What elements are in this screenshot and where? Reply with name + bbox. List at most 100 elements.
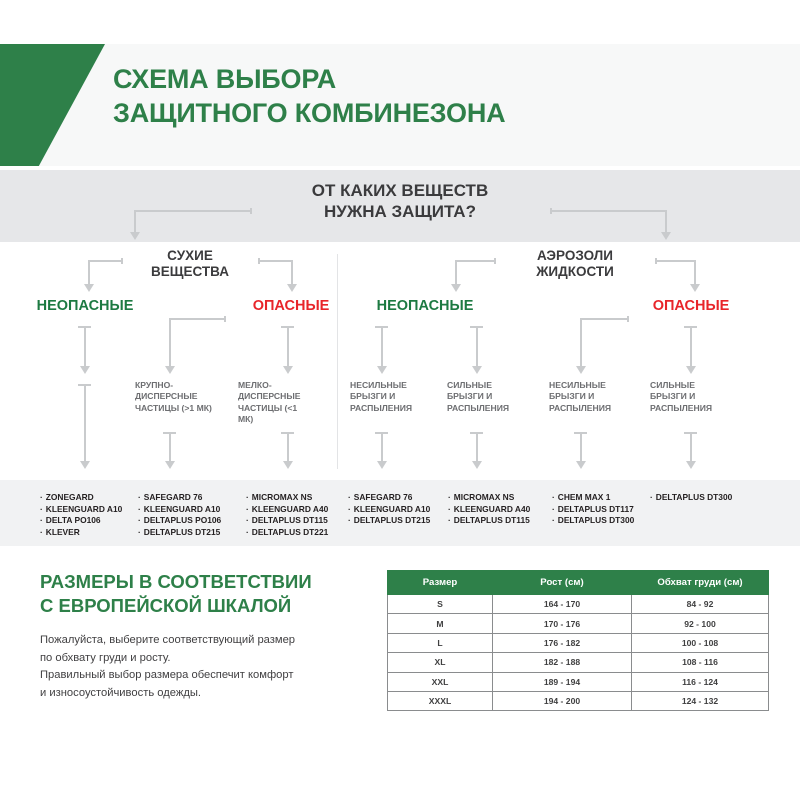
descriptor-line: НЕСИЛЬНЫЕ [549, 380, 606, 390]
level-aer-safe: НЕОПАСНЫЕ [376, 298, 474, 314]
size-cell: XL [387, 652, 493, 673]
connector-aer-danger-v [694, 260, 696, 286]
title-line-2: ЗАЩИТНОГО КОМБИНЕЗОНА [113, 98, 506, 128]
descriptor-light-spray-aer-safe: НЕСИЛЬНЫЕ БРЫЗГИ И РАСПЫЛЕНИЯ [350, 380, 438, 414]
sizes-section: РАЗМЕРЫ В СООТВЕТСТВИИ С ЕВРОПЕЙСКОЙ ШКА… [0, 546, 800, 800]
product-item: DELTAPLUS DT300 [552, 515, 634, 527]
connector-dry-danger-h [258, 260, 292, 262]
connector-root-left-v [134, 210, 136, 234]
connector-prod-2-arrow [165, 461, 175, 469]
connector-drydanger-drop-v [287, 326, 289, 368]
connector-aerdanger-drop-arrow [686, 366, 696, 374]
category-dry: СУХИЕ ВЕЩЕСТВА [128, 248, 252, 280]
product-list-2: SAFEGARD 76 KLEENGUARD A10 DELTAPLUS PO1… [138, 492, 221, 538]
connector-prod-6-v [580, 432, 582, 464]
connector-prod-6-arrow [576, 461, 586, 469]
connector-drysafe-drop-v [84, 326, 86, 368]
connector-root-right-arrow [661, 232, 671, 240]
product-list-1: ZONEGARD KLEENGUARD A10 DELTA PO106 KLEV… [40, 492, 122, 538]
connector-aersafe-drop-arrow [377, 366, 387, 374]
connector-prod-1-arrow [80, 461, 90, 469]
root-question: ОТ КАКИХ ВЕЩЕСТВ НУЖНА ЗАЩИТА? [0, 180, 800, 222]
size-col-header-size: Размер [387, 570, 493, 595]
descriptor-line: КРУПНО- [135, 380, 174, 390]
chest-cell: 100 - 108 [631, 632, 769, 654]
connector-prod-5-v [476, 432, 478, 464]
connector-prod-3-tick [281, 432, 294, 434]
size-col-header-height: Рост (см) [492, 570, 632, 595]
title-line-1: СХЕМА ВЫБОРА [113, 64, 337, 94]
descriptor-line: ЧАСТИЦЫ (<1 [238, 402, 298, 413]
descriptor-line: РАСПЫЛЕНИЯ [549, 402, 612, 413]
product-column-7: DELTAPLUS DT300 [650, 492, 732, 504]
product-item: MICROMAX NS [448, 492, 530, 504]
connector-prod-7-v [690, 432, 692, 464]
connector-aersafe-drop2-arrow [472, 366, 482, 374]
connector-drydanger-left-arrow [165, 366, 175, 374]
size-cell: S [387, 593, 493, 615]
connector-aer-safe-h [455, 260, 495, 262]
descriptor-strong-spray-aer-danger: СИЛЬНЫЕ БРЫЗГИ И РАСПЫЛЕНИЯ [650, 380, 738, 414]
connector-drydanger-left-h [169, 318, 225, 320]
descriptor-coarse-particles: КРУПНО- ДИСПЕРСНЫЕ ЧАСТИЦЫ (>1 МК) [135, 380, 231, 414]
connector-aerdanger-left-tick [627, 316, 629, 322]
table-row: M 170 - 176 92 - 100 [387, 613, 769, 634]
size-cell: XXXL [387, 690, 493, 712]
connector-dry-safe-tick [121, 258, 123, 264]
category-dry-line-2: ВЕЩЕСТВА [150, 264, 229, 279]
product-item: MICROMAX NS [246, 492, 328, 504]
connector-aerdanger-drop-tick [684, 326, 697, 328]
connector-aersafe-drop2-tick [470, 326, 483, 328]
connector-prod-3-v [287, 432, 289, 464]
connector-prod-4-arrow [377, 461, 387, 469]
height-cell: 189 - 194 [492, 671, 632, 692]
green-wedge-decoration [0, 44, 105, 166]
table-row: S 164 - 170 84 - 92 [387, 593, 769, 615]
descriptor-line: РАСПЫЛЕНИЯ [447, 402, 510, 413]
descriptor-line: БРЫЗГИ И [549, 391, 595, 402]
size-table-body: S 164 - 170 84 - 92 M 170 - 176 92 - 100… [387, 593, 769, 712]
connector-aersafe-drop-tick [375, 326, 388, 328]
product-item: SAFEGARD 76 [138, 492, 221, 504]
category-dry-line-1: СУХИЕ [167, 248, 213, 263]
product-list-4: SAFEGARD 76 KLEENGUARD A10 DELTAPLUS DT2… [348, 492, 430, 527]
connector-aerdanger-drop-v [690, 326, 692, 368]
descriptor-line: БРЫЗГИ И [447, 391, 493, 402]
descriptor-strong-spray-aer-safe: СИЛЬНЫЕ БРЫЗГИ И РАСПЫЛЕНИЯ [447, 380, 535, 414]
product-column-6: CHEM MAX 1 DELTAPLUS DT117 DELTAPLUS DT3… [552, 492, 634, 527]
connector-prod-3-arrow [283, 461, 293, 469]
height-cell: 176 - 182 [492, 632, 632, 654]
height-cell: 170 - 176 [492, 613, 632, 634]
header-banner: СХЕМА ВЫБОРА ЗАЩИТНОГО КОМБИНЕЗОНА [0, 44, 800, 166]
connector-dry-safe-h [88, 260, 122, 262]
connector-root-left-h [134, 210, 250, 212]
connector-aer-safe-arrow [451, 284, 461, 292]
product-item: DELTAPLUS DT300 [650, 492, 732, 504]
product-item: DELTAPLUS DT117 [552, 504, 634, 516]
connector-root-right-v [665, 210, 667, 234]
size-table: Размер Рост (см) Обхват груди (см) S 164… [387, 570, 769, 712]
product-list-3: MICROMAX NS KLEENGUARD A40 DELTAPLUS DT1… [246, 492, 328, 538]
connector-dry-safe-arrow [84, 284, 94, 292]
product-list-6: CHEM MAX 1 DELTAPLUS DT117 DELTAPLUS DT3… [552, 492, 634, 527]
connector-aerdanger-left-v [580, 318, 582, 368]
descriptor-line: РАСПЫЛЕНИЯ [650, 402, 713, 413]
descriptor-line: МК) [238, 414, 254, 425]
connector-drydanger-drop-arrow [283, 366, 293, 374]
product-item: KLEENGUARD A10 [348, 504, 430, 516]
chest-cell: 92 - 100 [631, 613, 769, 634]
height-cell: 194 - 200 [492, 690, 632, 712]
sizes-paragraph-line: и износоустойчивость одежды. [40, 686, 202, 699]
connector-aer-danger-h [655, 260, 695, 262]
category-aerosol-line-1: АЭРОЗОЛИ [537, 248, 613, 263]
flow-vertical-divider [337, 254, 338, 469]
sizes-title-line-2: С ЕВРОПЕЙСКОЙ ШКАЛОЙ [40, 595, 292, 616]
sizes-title-line-1: РАЗМЕРЫ В СООТВЕТСТВИИ [40, 571, 312, 592]
product-list-5: MICROMAX NS KLEENGUARD A40 DELTAPLUS DT1… [448, 492, 530, 527]
connector-prod-5-arrow [472, 461, 482, 469]
height-cell: 164 - 170 [492, 593, 632, 615]
product-item: DELTAPLUS DT221 [246, 527, 328, 539]
connector-dry-safe-v [88, 260, 90, 286]
level-aer-danger: ОПАСНЫЕ [652, 298, 730, 314]
descriptor-line: СИЛЬНЫЕ [447, 380, 492, 390]
